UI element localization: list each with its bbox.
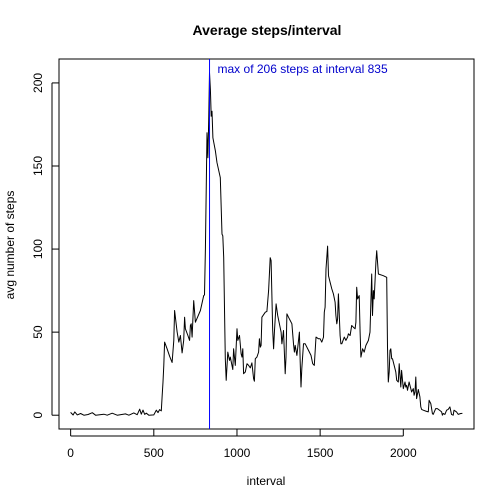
max-annotation: max of 206 steps at interval 835: [218, 62, 388, 76]
y-tick-label: 0: [31, 412, 45, 419]
x-tick-label: 500: [144, 446, 164, 460]
x-axis-label: interval: [247, 474, 286, 488]
series-line: [70, 72, 463, 416]
x-tick-label: 1000: [224, 446, 251, 460]
y-tick-label: 200: [31, 73, 45, 93]
axes: 0 500 1000 1500 2000 0 50 100 150 200: [31, 58, 475, 460]
y-axis-label: avg number of steps: [3, 191, 17, 300]
x-tick-label: 0: [67, 446, 74, 460]
y-tick-label: 100: [31, 239, 45, 259]
x-tick-label: 2000: [390, 446, 417, 460]
y-tick-label: 50: [31, 325, 45, 339]
overlay-group: max of 206 steps at interval 835: [209, 59, 388, 429]
x-tick-label: 1500: [307, 446, 334, 460]
y-tick-label: 150: [31, 156, 45, 176]
chart-title: Average steps/interval: [193, 22, 342, 38]
plot-frame: [58, 58, 475, 430]
series-group: [70, 72, 463, 416]
